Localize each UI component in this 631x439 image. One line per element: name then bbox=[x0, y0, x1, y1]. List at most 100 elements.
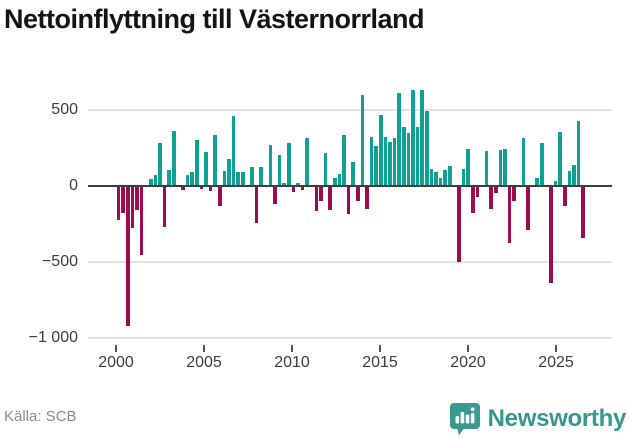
x-tick bbox=[467, 345, 469, 352]
bar bbox=[567, 170, 572, 186]
bar bbox=[493, 187, 498, 194]
bar bbox=[148, 179, 153, 186]
bar bbox=[291, 187, 296, 193]
bar bbox=[521, 138, 526, 186]
bar bbox=[475, 187, 480, 197]
bar bbox=[153, 175, 158, 186]
y-tick-label: −1 000 bbox=[28, 329, 78, 346]
bar bbox=[466, 148, 470, 186]
bar bbox=[240, 171, 245, 186]
bar bbox=[581, 187, 585, 238]
bar bbox=[282, 182, 286, 186]
bar bbox=[470, 187, 475, 213]
bar bbox=[231, 116, 236, 186]
bar bbox=[457, 187, 461, 263]
bar bbox=[296, 182, 300, 186]
x-tick-label: 2010 bbox=[274, 354, 310, 371]
newsworthy-badge-icon bbox=[449, 403, 480, 436]
bar bbox=[250, 167, 254, 186]
x-tick bbox=[115, 345, 117, 352]
x-tick bbox=[379, 345, 381, 352]
bar bbox=[227, 158, 231, 186]
bar bbox=[397, 92, 401, 186]
bar bbox=[273, 187, 277, 204]
bar bbox=[236, 172, 240, 186]
bar bbox=[539, 143, 544, 186]
y-tick-label: −500 bbox=[41, 253, 78, 270]
bar bbox=[365, 187, 369, 210]
bar bbox=[254, 187, 259, 223]
bar bbox=[429, 169, 434, 186]
y-tick-label: 500 bbox=[51, 101, 78, 118]
x-tick bbox=[291, 345, 293, 352]
x-tick bbox=[203, 345, 205, 352]
bar bbox=[181, 187, 185, 191]
bar bbox=[268, 144, 273, 186]
bar bbox=[314, 187, 319, 212]
bar bbox=[443, 170, 447, 186]
bar bbox=[135, 187, 139, 210]
bar-chart: 2000 2005 2010 2015 2020 2025 bbox=[88, 75, 612, 371]
bar bbox=[217, 187, 222, 206]
source-label: Källa: SCB bbox=[4, 408, 77, 425]
bar bbox=[549, 187, 553, 283]
y-axis-labels: 500 0 −500 −1 000 bbox=[0, 75, 80, 346]
bar bbox=[507, 187, 512, 244]
x-tick-label: 2000 bbox=[98, 354, 134, 371]
bar bbox=[355, 187, 360, 201]
bar bbox=[401, 126, 406, 186]
bar bbox=[277, 154, 282, 186]
bar bbox=[139, 187, 144, 256]
y-tick-label: 0 bbox=[69, 177, 78, 194]
bar bbox=[461, 168, 466, 186]
bar bbox=[286, 142, 291, 186]
bar bbox=[204, 151, 208, 186]
newsworthy-wordmark: Newsworthy bbox=[487, 405, 627, 432]
x-tick-label: 2025 bbox=[538, 354, 574, 371]
bar bbox=[489, 187, 493, 210]
bar bbox=[378, 115, 383, 186]
bar bbox=[406, 132, 411, 186]
bar bbox=[208, 187, 213, 191]
bar bbox=[319, 187, 323, 201]
bar bbox=[360, 94, 365, 186]
bar bbox=[222, 170, 227, 186]
bar bbox=[374, 145, 378, 186]
bar bbox=[194, 139, 199, 186]
bar bbox=[190, 172, 194, 186]
bar bbox=[130, 187, 135, 229]
bar bbox=[125, 187, 130, 327]
bar bbox=[392, 138, 397, 186]
bar bbox=[535, 177, 539, 186]
bar bbox=[576, 120, 581, 186]
bar bbox=[346, 187, 351, 215]
chart-title: Nettoinflyttning till Västernorrland bbox=[4, 4, 425, 34]
bar bbox=[420, 90, 424, 186]
bar bbox=[503, 148, 507, 186]
bar bbox=[300, 187, 305, 191]
bar bbox=[498, 149, 503, 186]
bar bbox=[553, 180, 558, 186]
bar bbox=[342, 135, 346, 186]
bar bbox=[572, 164, 576, 186]
x-tick-label: 2015 bbox=[362, 354, 398, 371]
bar bbox=[526, 187, 530, 231]
bar bbox=[305, 138, 309, 186]
bar bbox=[512, 187, 516, 202]
bar bbox=[388, 141, 392, 186]
bar bbox=[424, 110, 429, 186]
bar bbox=[383, 136, 388, 186]
bar bbox=[332, 178, 337, 186]
bar bbox=[213, 135, 217, 186]
gridline bbox=[88, 337, 612, 339]
bar bbox=[558, 132, 562, 186]
bar bbox=[259, 167, 263, 186]
bar bbox=[171, 130, 176, 186]
bar bbox=[369, 137, 374, 186]
zero-line bbox=[88, 185, 612, 187]
bar bbox=[562, 187, 567, 206]
bar bbox=[337, 173, 342, 186]
x-tick-label: 2005 bbox=[186, 354, 222, 371]
bar bbox=[323, 152, 328, 186]
bar bbox=[415, 126, 420, 186]
